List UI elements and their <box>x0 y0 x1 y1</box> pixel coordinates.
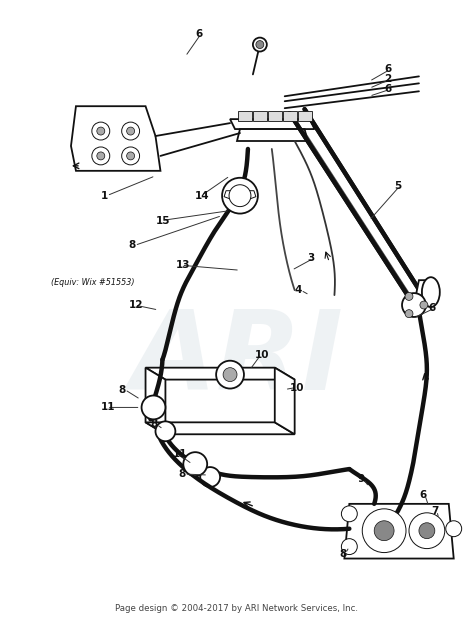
Circle shape <box>122 147 139 165</box>
Text: 14: 14 <box>195 191 210 201</box>
Ellipse shape <box>422 277 440 307</box>
Circle shape <box>92 122 110 140</box>
Polygon shape <box>224 191 256 202</box>
Polygon shape <box>238 111 252 121</box>
Polygon shape <box>71 106 161 171</box>
Text: 6: 6 <box>384 65 392 75</box>
Circle shape <box>92 147 110 165</box>
Polygon shape <box>298 111 311 121</box>
Polygon shape <box>268 111 282 121</box>
Polygon shape <box>237 129 308 141</box>
Circle shape <box>222 178 258 214</box>
Text: 10: 10 <box>290 383 304 392</box>
Polygon shape <box>146 368 165 434</box>
Text: 8: 8 <box>128 240 136 250</box>
Text: 8: 8 <box>339 548 346 558</box>
Text: 8: 8 <box>118 384 126 394</box>
Circle shape <box>374 521 394 541</box>
Polygon shape <box>275 368 295 434</box>
Text: 7: 7 <box>431 506 438 516</box>
Circle shape <box>402 293 426 317</box>
Circle shape <box>97 152 105 160</box>
Text: 9: 9 <box>357 474 365 484</box>
Polygon shape <box>146 422 295 434</box>
Text: ARI: ARI <box>130 306 344 414</box>
Text: 6: 6 <box>429 303 436 313</box>
Text: 3: 3 <box>308 253 315 263</box>
Text: 6: 6 <box>384 84 392 94</box>
Polygon shape <box>146 368 295 379</box>
Text: 6: 6 <box>419 490 426 500</box>
Polygon shape <box>290 109 429 305</box>
Text: 5: 5 <box>394 181 401 191</box>
Text: 13: 13 <box>175 260 190 270</box>
Text: 1: 1 <box>101 191 108 201</box>
Text: 15: 15 <box>155 215 170 225</box>
Circle shape <box>155 421 175 442</box>
Polygon shape <box>345 504 454 558</box>
Circle shape <box>419 523 435 538</box>
Circle shape <box>216 361 244 389</box>
Polygon shape <box>230 119 315 129</box>
Text: 11: 11 <box>173 449 187 459</box>
Text: Page design © 2004-2017 by ARI Network Services, Inc.: Page design © 2004-2017 by ARI Network S… <box>116 604 358 613</box>
Text: 12: 12 <box>128 300 143 310</box>
Circle shape <box>420 301 428 309</box>
Circle shape <box>127 127 135 135</box>
Circle shape <box>405 292 413 301</box>
Circle shape <box>341 506 357 522</box>
Text: (Equiv: Wix #51553): (Equiv: Wix #51553) <box>51 278 135 287</box>
Circle shape <box>183 452 207 476</box>
Text: 8: 8 <box>178 469 186 479</box>
Circle shape <box>122 122 139 140</box>
Circle shape <box>362 509 406 553</box>
Circle shape <box>409 513 445 548</box>
Polygon shape <box>253 111 267 121</box>
Circle shape <box>446 521 462 537</box>
Text: 4: 4 <box>295 285 302 295</box>
Circle shape <box>97 127 105 135</box>
Text: 11: 11 <box>101 402 115 412</box>
Circle shape <box>200 467 220 487</box>
Circle shape <box>142 396 165 419</box>
Polygon shape <box>414 280 434 305</box>
Circle shape <box>223 368 237 381</box>
Circle shape <box>256 40 264 48</box>
Polygon shape <box>283 111 297 121</box>
Text: 10: 10 <box>255 350 269 360</box>
Circle shape <box>127 152 135 160</box>
Circle shape <box>405 310 413 317</box>
Text: 2: 2 <box>384 75 392 84</box>
Circle shape <box>229 184 251 207</box>
Circle shape <box>253 38 267 52</box>
Circle shape <box>341 538 357 555</box>
Text: 6: 6 <box>195 29 202 39</box>
Text: 8: 8 <box>151 419 158 429</box>
